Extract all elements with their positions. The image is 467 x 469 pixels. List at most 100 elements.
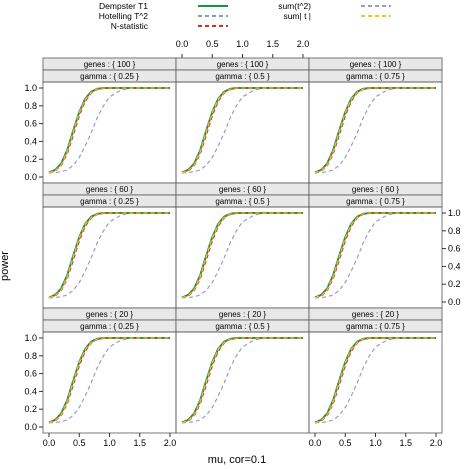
strip-genes-label: genes : { 20 } (219, 310, 266, 319)
series-line (314, 87, 436, 174)
strip-gamma-label: gamma : { 0.25 } (80, 322, 139, 331)
y-tick-label: 0.4 (24, 136, 37, 146)
y-tick-label: 0.0 (24, 172, 37, 182)
series-line (315, 337, 436, 424)
plot-frame (308, 81, 443, 184)
x-tick-label: 1.0 (103, 438, 116, 448)
series-line (314, 212, 436, 299)
series-line (314, 87, 436, 174)
strip-genes-label: genes : { 100 } (217, 60, 269, 69)
series-line (181, 337, 303, 424)
panel: genes : { 60 } gamma : { 0.5 } (175, 182, 310, 309)
plot-frame (175, 206, 310, 309)
strip-gamma-label: gamma : { 0.25 } (80, 72, 139, 81)
strip-genes-label: genes : { 20 } (352, 310, 399, 319)
series-line (315, 87, 436, 174)
series-line (314, 337, 436, 424)
series-line (181, 337, 303, 424)
series-line (181, 337, 303, 424)
panel: genes : { 60 } gamma : { 0.75 } (308, 182, 443, 309)
plot-frame (308, 206, 443, 309)
series-line (182, 337, 303, 424)
series-line (49, 87, 170, 174)
series-line (49, 212, 170, 299)
series-line (314, 212, 436, 299)
panel: genes : { 100 } gamma : { 0.5 } (175, 57, 310, 184)
x-axis-label: mu, cor=0.1 (208, 454, 266, 466)
series-line (48, 337, 170, 424)
series-line (314, 337, 436, 424)
y-tick-label: 0.4 (24, 386, 37, 396)
strip-genes-label: genes : { 20 } (86, 310, 133, 319)
panel: genes : { 100 } gamma : { 0.25 } (42, 57, 177, 184)
strip-genes-label: genes : { 60 } (352, 185, 399, 194)
y-tick-label: 0.2 (24, 404, 37, 414)
series-line (48, 87, 170, 174)
x-tick-label: 1.5 (399, 438, 412, 448)
y-axes: 0.0 0.2 0.4 0.6 0.8 1.0 0.0 0.2 0.4 0.6 0.8 1.0 0.0 0… (24, 83, 460, 432)
series-line (181, 87, 303, 174)
x-tick-label: 0.0 (43, 438, 56, 448)
series-line (181, 212, 303, 299)
y-axis-label: power (0, 251, 11, 281)
strip-gamma-label: gamma : { 0.75 } (346, 72, 405, 81)
series-line (182, 212, 303, 299)
x-tick-label: 1.0 (369, 438, 382, 448)
panel-grid: genes : { 100 }gamma : { 0.25 }genes : {… (42, 57, 443, 434)
strip-gamma-label: gamma : { 0.5 } (215, 72, 270, 81)
top-x-axis: 0.0 0.5 1.0 1.5 2.0 (176, 39, 309, 58)
series-line (314, 337, 436, 424)
series-line (181, 212, 303, 299)
y-tick-label: 0.8 (448, 226, 461, 236)
panel: genes : { 20 } gamma : { 0.25 } (42, 307, 177, 434)
bottom-x-axis: 0.0 0.5 1.0 1.5 2.0 0.0 0.5 1.0 1.5 2.0 (43, 433, 443, 448)
series-line (48, 212, 170, 299)
legend-label: Dempster T1 (99, 1, 148, 11)
series-line (314, 337, 436, 424)
legend-label: sum| t | (283, 11, 311, 21)
x-tick-label: 1.5 (266, 39, 279, 49)
legend-label: N-statistic (111, 21, 149, 31)
strip-genes-label: genes : { 100 } (84, 60, 136, 69)
plot-frame (175, 331, 310, 434)
y-tick-label: 0.6 (24, 369, 37, 379)
series-line (48, 337, 170, 424)
series-line (182, 87, 303, 174)
series-line (181, 212, 303, 299)
x-tick-label: 2.0 (164, 438, 177, 448)
y-tick-label: 0.6 (448, 244, 461, 254)
series-line (49, 337, 170, 424)
series-line (315, 212, 436, 299)
series-line (314, 212, 436, 299)
legend-label: sum(t^2) (278, 1, 311, 11)
y-tick-label: 1.0 (448, 208, 461, 218)
y-tick-label: 0.2 (448, 279, 461, 289)
series-line (181, 212, 303, 299)
x-tick-label: 0.5 (339, 438, 352, 448)
x-tick-label: 2.0 (430, 438, 443, 448)
strip-genes-label: genes : { 100 } (350, 60, 402, 69)
y-tick-label: 0.0 (448, 297, 461, 307)
y-tick-label: 0.2 (24, 154, 37, 164)
y-tick-label: 0.8 (24, 351, 37, 361)
x-tick-label: 1.5 (133, 438, 146, 448)
strip-gamma-label: gamma : { 0.25 } (80, 197, 139, 206)
strip-gamma-label: gamma : { 0.75 } (346, 322, 405, 331)
y-tick-label: 0.8 (24, 101, 37, 111)
panel: genes : { 20 } gamma : { 0.5 } (175, 307, 310, 434)
plot-frame (308, 331, 443, 434)
series-line (314, 87, 436, 174)
series-line (181, 337, 303, 424)
strip-gamma-label: gamma : { 0.5 } (215, 322, 270, 331)
panel: genes : { 100 } gamma : { 0.75 } (308, 57, 443, 184)
x-tick-label: 0.0 (176, 39, 189, 49)
y-tick-label: 1.0 (24, 333, 37, 343)
series-line (48, 87, 170, 174)
plot-frame (42, 81, 177, 184)
strip-genes-label: genes : { 60 } (86, 185, 133, 194)
legend-label: Hotelling T^2 (99, 11, 148, 21)
series-line (48, 212, 170, 299)
series-line (48, 212, 170, 299)
